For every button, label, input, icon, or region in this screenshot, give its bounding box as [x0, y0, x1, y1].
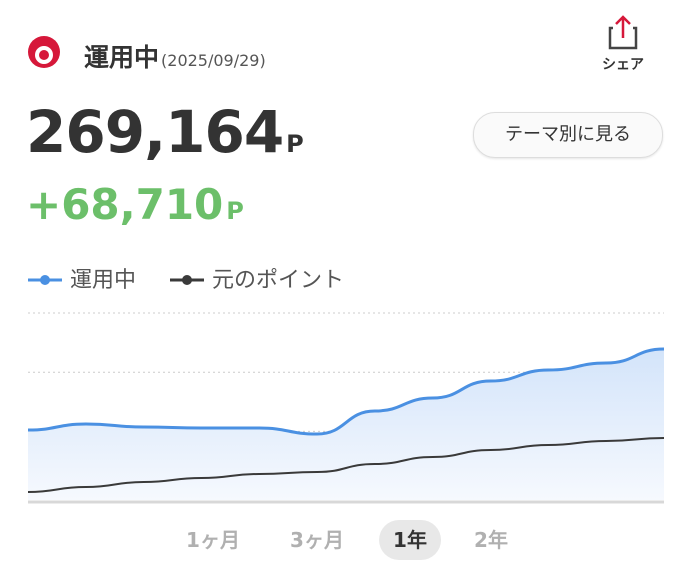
legend-dot — [182, 275, 192, 285]
theme-button[interactable]: テーマ別に見る — [473, 112, 663, 158]
date: (2025/09/29) — [161, 51, 266, 70]
share-button[interactable]: シェア — [592, 14, 654, 74]
gain-unit: P — [226, 197, 244, 225]
area-fill — [28, 349, 664, 500]
share-label: シェア — [602, 57, 644, 73]
total: 269,164 P — [26, 98, 304, 166]
gain-value: +68,710 — [26, 180, 224, 229]
total-unit: P — [286, 130, 304, 158]
share-icon — [608, 15, 638, 50]
chart: 運用中 元のポイント — [27, 268, 665, 504]
period-tab[interactable]: 2年 — [474, 528, 508, 552]
period-tab[interactable]: 3ヶ月 — [290, 528, 344, 552]
period-tab[interactable]: 1ヶ月 — [186, 528, 240, 552]
series-line — [27, 347, 665, 436]
total-value: 269,164 — [26, 98, 284, 166]
title-text: 運用中 — [84, 43, 160, 72]
legend-dot — [40, 275, 50, 285]
period-tab[interactable]: 1年 — [379, 520, 441, 560]
period-tabs: 1ヶ月 3ヶ月 1年 2年 — [0, 520, 689, 562]
legend-label: 元のポイント — [212, 268, 344, 293]
title: 運用中 (2025/09/29) — [84, 38, 266, 74]
gain: +68,710 P — [26, 180, 244, 229]
logo — [28, 36, 60, 68]
series-line — [27, 437, 665, 494]
legend-label: 運用中 — [70, 268, 136, 293]
